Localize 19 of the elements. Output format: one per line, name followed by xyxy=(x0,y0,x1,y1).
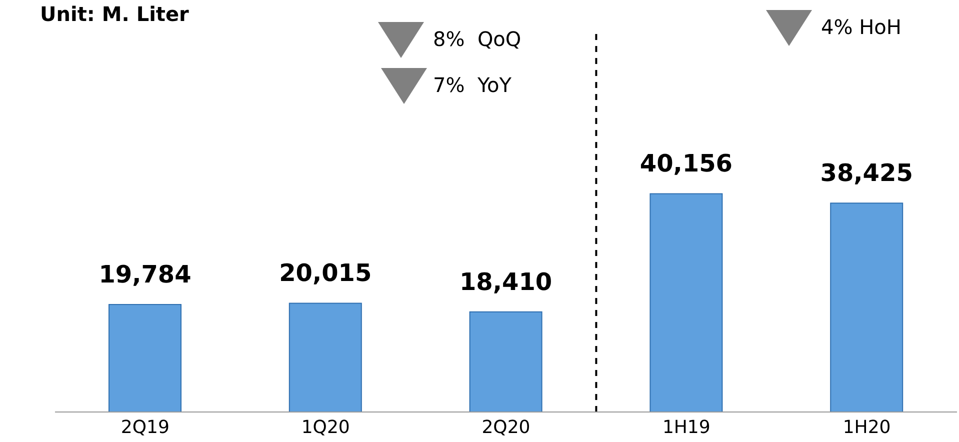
x-tick-label: 1Q20 xyxy=(301,416,350,438)
data-label: 38,425 xyxy=(820,159,913,188)
data-label: 19,784 xyxy=(98,260,192,288)
bar xyxy=(288,302,362,412)
x-tick-label: 1H20 xyxy=(842,416,891,438)
chart-title: Unit: M. Liter xyxy=(40,2,189,26)
bar xyxy=(469,311,542,412)
x-tick-label: 2Q20 xyxy=(482,416,530,438)
bar xyxy=(650,193,723,412)
x-tick-label: 1H19 xyxy=(662,416,710,438)
text: 7% YoY xyxy=(433,73,512,97)
data-label: 20,015 xyxy=(279,259,372,288)
x-tick-label: 2Q19 xyxy=(120,416,170,438)
bar xyxy=(108,304,182,412)
data-label: 18,410 xyxy=(459,268,552,296)
data-label: 40,156 xyxy=(640,150,733,178)
bar xyxy=(830,202,904,412)
text: 4% HoH xyxy=(821,15,902,39)
text: 8% QoQ xyxy=(433,27,522,51)
